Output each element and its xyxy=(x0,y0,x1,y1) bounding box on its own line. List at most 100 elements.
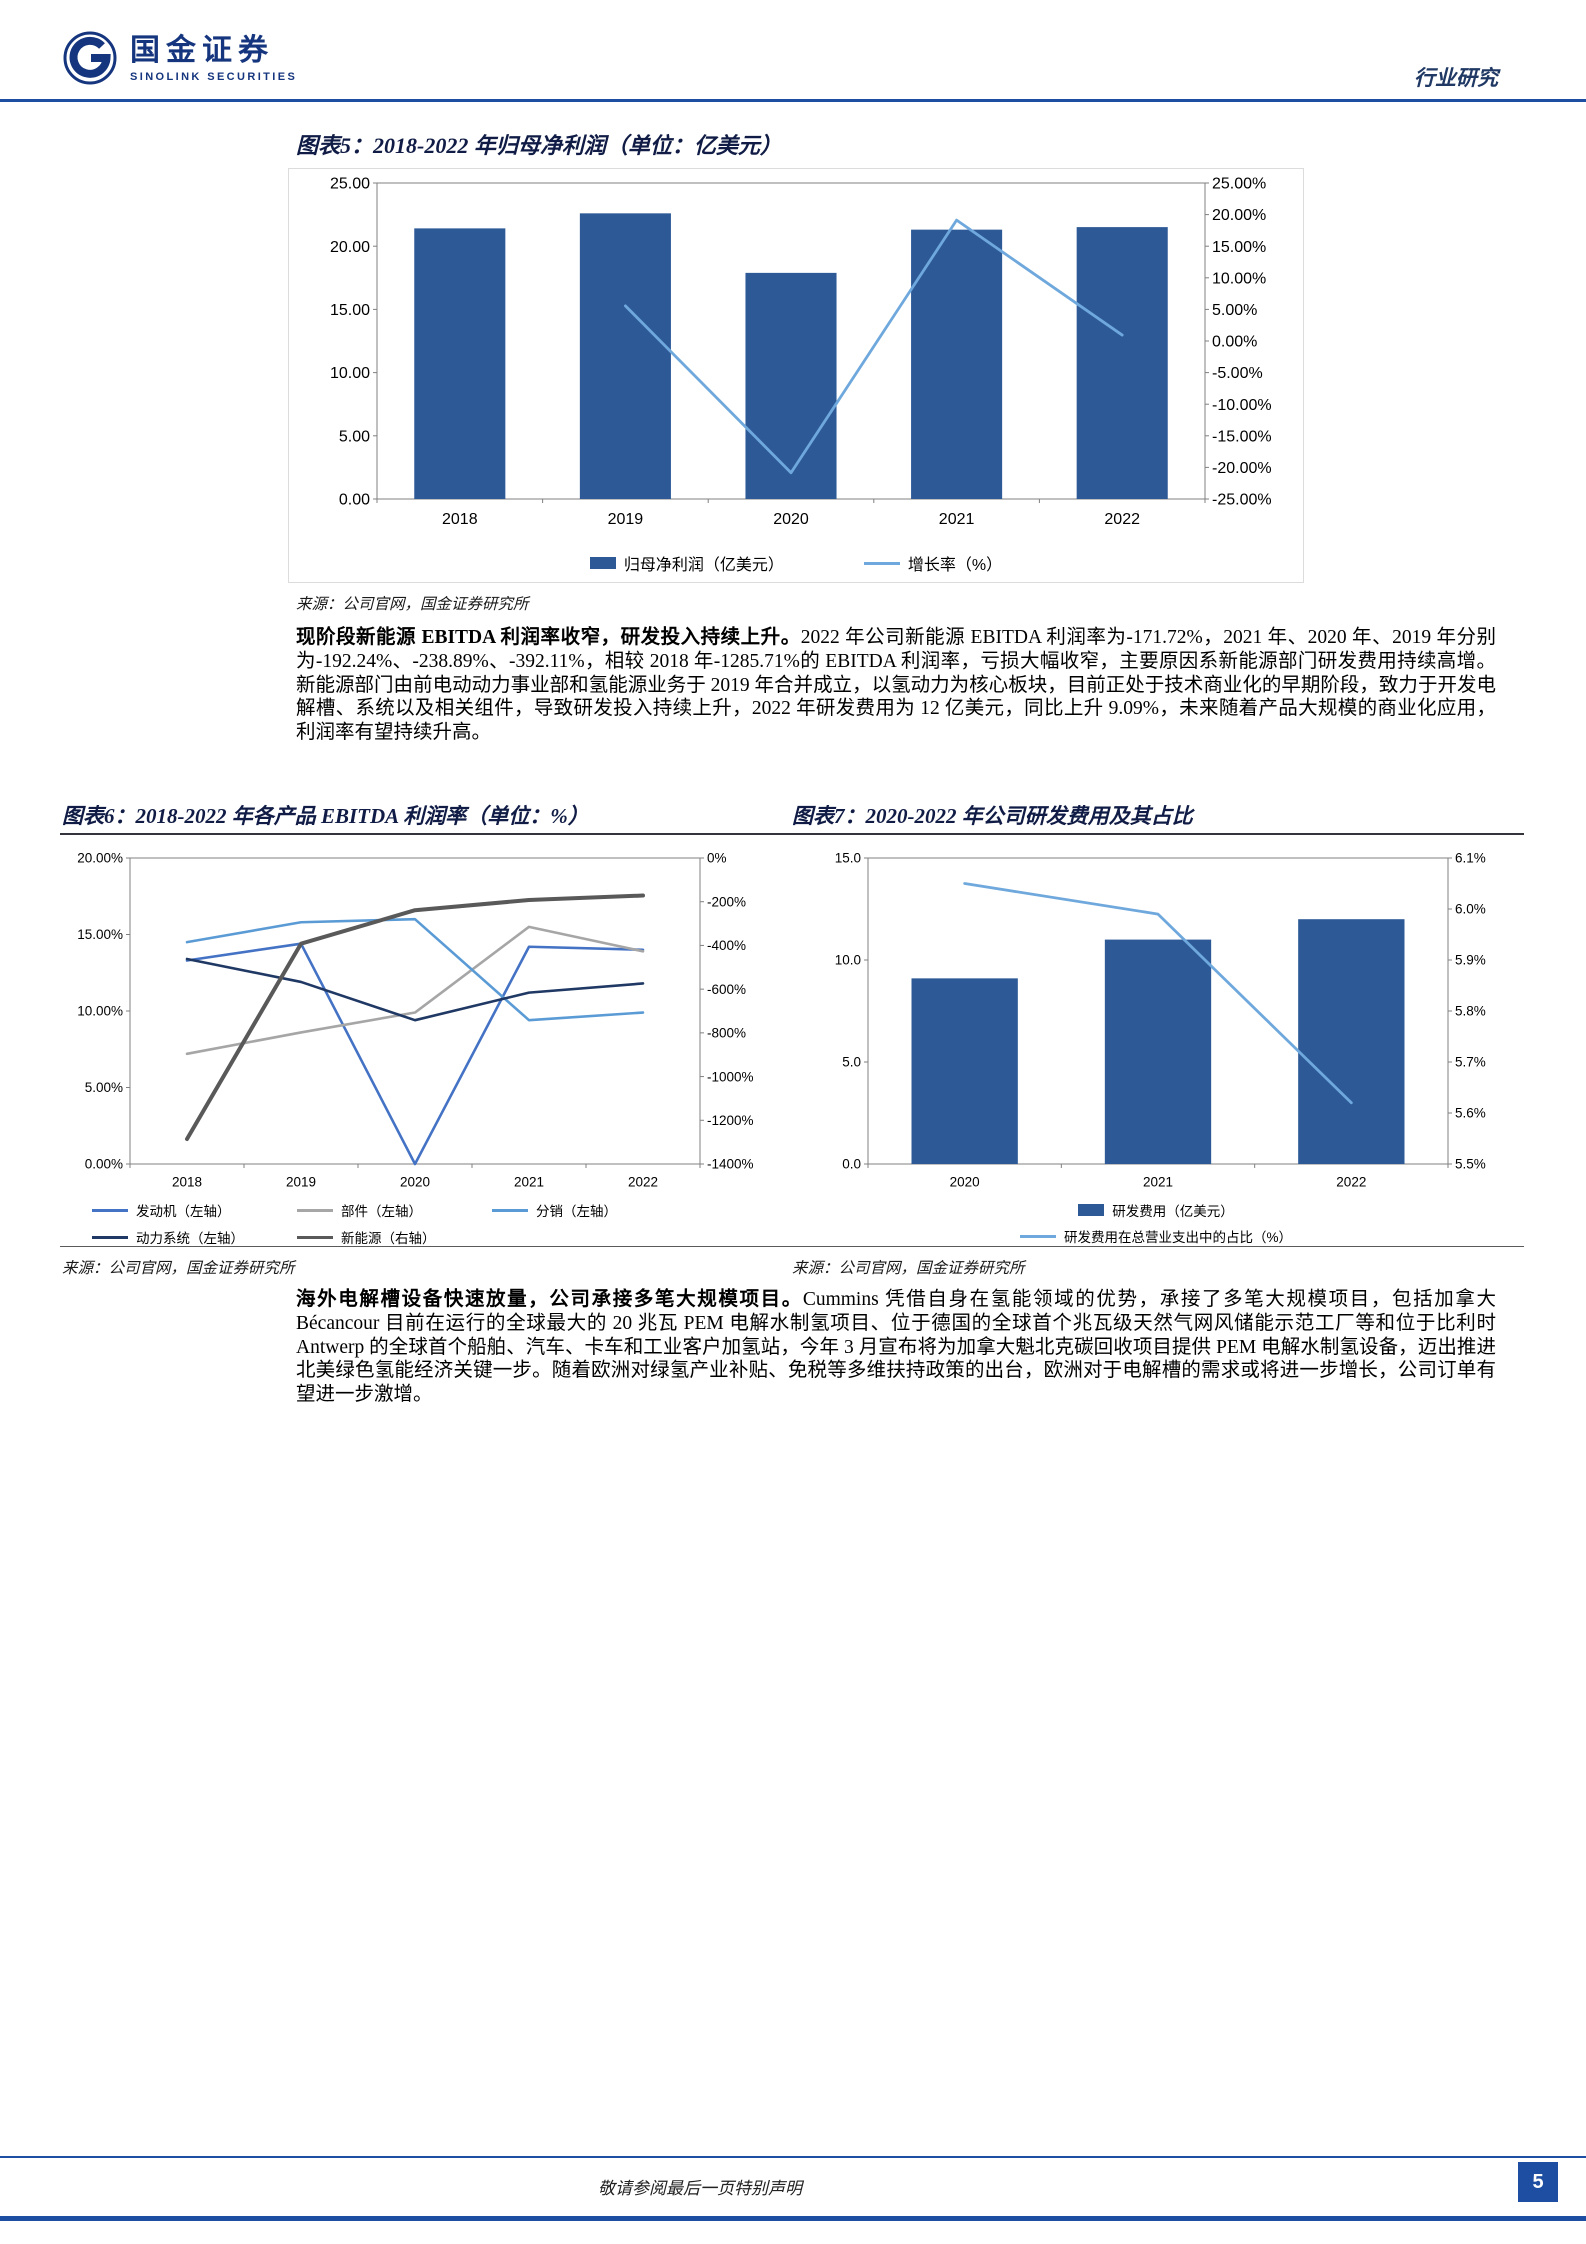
svg-text:10.00: 10.00 xyxy=(330,365,370,382)
line-swatch xyxy=(297,1208,333,1212)
svg-text:5.6%: 5.6% xyxy=(1455,1106,1486,1121)
svg-text:5.8%: 5.8% xyxy=(1455,1004,1486,1019)
svg-text:-800%: -800% xyxy=(707,1026,746,1041)
figure5-title: 图表5：2018-2022 年归母净利润（单位：亿美元） xyxy=(296,133,782,158)
rule-above-sources xyxy=(60,1246,1524,1247)
footer-bottom-rule xyxy=(0,2216,1586,2221)
paragraph-ebitda-margin: 现阶段新能源 EBITDA 利润率收窄，研发投入持续上升。2022 年公司新能源… xyxy=(296,626,1496,745)
paragraph-electrolyzer: 海外电解槽设备快速放量，公司承接多笔大规模项目。Cummins 凭借自身在氢能领… xyxy=(296,1288,1496,1407)
figure7-source: 来源：公司官网，国金证券研究所 xyxy=(792,1260,1025,1277)
svg-text:20.00%: 20.00% xyxy=(1212,207,1266,224)
svg-text:-5.00%: -5.00% xyxy=(1212,365,1263,382)
svg-text:2021: 2021 xyxy=(1143,1175,1173,1190)
svg-text:2020: 2020 xyxy=(773,511,809,528)
svg-text:2018: 2018 xyxy=(172,1175,202,1190)
svg-text:-20.00%: -20.00% xyxy=(1212,460,1272,477)
brand-text: 国金证券 SINOLINK SECURITIES xyxy=(130,34,297,83)
line-swatch xyxy=(1019,1234,1056,1238)
line-swatch xyxy=(92,1208,128,1212)
svg-text:-25.00%: -25.00% xyxy=(1212,492,1272,509)
figure5-chart-frame: 0.00 5.00 10.00 15.00 20.00 25.00 -25.00% -20.0… xyxy=(288,168,1304,583)
figure6-source: 来源：公司官网，国金证券研究所 xyxy=(62,1260,295,1277)
figure5-chart: 0.00 5.00 10.00 15.00 20.00 25.00 -25.00% -20.0… xyxy=(330,176,1272,528)
svg-text:2020: 2020 xyxy=(950,1175,980,1190)
brand-name-cn: 国金证券 xyxy=(130,33,274,67)
legend-item-growth-rate: 增长率（%） xyxy=(863,551,1003,575)
sinolink-logo-icon xyxy=(63,31,117,85)
legend-item-power-systems: 动力系统（左轴） xyxy=(92,1227,297,1247)
bar-swatch xyxy=(589,557,616,569)
rule-under-figure-titles xyxy=(60,833,1524,835)
legend-item-engine: 发动机（左轴） xyxy=(92,1200,297,1220)
svg-text:0.0: 0.0 xyxy=(842,1157,861,1172)
header-logo: 国金证券 SINOLINK SECURITIES xyxy=(62,30,297,86)
legend-label: 动力系统（左轴） xyxy=(136,1231,244,1246)
legend-item-rd-expense: 研发费用（亿美元） xyxy=(1078,1200,1234,1220)
figure6-chart: 0.00% 5.00% 10.00% 15.00% 20.00% -1400% -1200%… xyxy=(77,851,754,1190)
brand-name-en: SINOLINK SECURITIES xyxy=(130,70,298,83)
legend-label: 研发费用在总营业支出中的占比（%） xyxy=(1063,1230,1292,1245)
svg-text:-1400%: -1400% xyxy=(707,1157,754,1172)
svg-text:-1200%: -1200% xyxy=(707,1113,754,1128)
line-swatch xyxy=(863,561,900,565)
legend-label: 发动机（左轴） xyxy=(136,1204,231,1219)
svg-text:6.0%: 6.0% xyxy=(1455,902,1486,917)
svg-text:5.00: 5.00 xyxy=(339,428,370,445)
legend-item-distribution: 分销（左轴） xyxy=(492,1200,687,1220)
paragraph-lead: 现阶段新能源 EBITDA 利润率收窄，研发投入持续上升。 xyxy=(296,627,801,648)
legend-item-rd-ratio: 研发费用在总营业支出中的占比（%） xyxy=(1019,1226,1292,1246)
footer-rule xyxy=(0,2156,1586,2158)
header-rule xyxy=(0,99,1586,102)
svg-text:25.00: 25.00 xyxy=(330,176,370,193)
svg-text:15.00%: 15.00% xyxy=(77,927,123,942)
paragraph-body: 2022 年公司新能源 EBITDA 利润率为-171.72%，2021 年、2… xyxy=(296,627,1496,744)
svg-text:5.7%: 5.7% xyxy=(1455,1055,1486,1070)
bar-swatch xyxy=(1078,1204,1105,1216)
svg-text:15.0: 15.0 xyxy=(835,851,861,866)
svg-text:0%: 0% xyxy=(707,851,727,866)
page-number: 5 xyxy=(1518,2162,1558,2202)
svg-text:10.00%: 10.00% xyxy=(77,1004,123,1019)
svg-text:0.00%: 0.00% xyxy=(1212,334,1257,351)
svg-text:5.0: 5.0 xyxy=(842,1055,861,1070)
figure7-chart: 0.0 5.0 10.0 15.0 5.5% 5.6% 5.7% 5.8% 5.9% 6.0% 6.… xyxy=(835,851,1486,1190)
legend-label: 增长率（%） xyxy=(907,557,1003,574)
legend-label: 研发费用（亿美元） xyxy=(1112,1204,1234,1219)
legend-label: 新能源（右轴） xyxy=(341,1231,436,1246)
svg-text:5.00%: 5.00% xyxy=(85,1080,123,1095)
paragraph-lead: 海外电解槽设备快速放量，公司承接多笔大规模项目。 xyxy=(296,1289,803,1310)
svg-text:-15.00%: -15.00% xyxy=(1212,428,1272,445)
svg-text:2021: 2021 xyxy=(939,511,975,528)
svg-text:-10.00%: -10.00% xyxy=(1212,397,1272,414)
figure5-source: 来源：公司官网，国金证券研究所 xyxy=(296,596,529,613)
svg-text:2019: 2019 xyxy=(286,1175,316,1190)
svg-text:0.00: 0.00 xyxy=(339,492,370,509)
svg-text:10.0: 10.0 xyxy=(835,953,861,968)
legend-item-components: 部件（左轴） xyxy=(297,1200,492,1220)
svg-text:5.9%: 5.9% xyxy=(1455,953,1486,968)
line-swatch xyxy=(297,1235,333,1239)
svg-text:2018: 2018 xyxy=(442,511,478,528)
svg-text:2022: 2022 xyxy=(1336,1175,1366,1190)
paragraph-body: Cummins 凭借自身在氢能领域的优势，承接了多笔大规模项目，包括加拿大 Bé… xyxy=(296,1289,1496,1406)
svg-text:10.00%: 10.00% xyxy=(1212,270,1266,287)
footer-disclaimer: 敬请参阅最后一页特别声明 xyxy=(598,2179,802,2198)
legend-item-net-profit: 归母净利润（亿美元） xyxy=(589,551,784,575)
svg-text:15.00%: 15.00% xyxy=(1212,239,1266,256)
svg-text:15.00: 15.00 xyxy=(330,302,370,319)
svg-text:2022: 2022 xyxy=(1104,511,1140,528)
svg-text:20.00%: 20.00% xyxy=(77,851,123,866)
figure6-title: 图表6：2018-2022 年各产品 EBITDA 利润率（单位：%） xyxy=(62,804,589,828)
legend-item-new-energy: 新能源（右轴） xyxy=(297,1227,492,1247)
svg-text:-400%: -400% xyxy=(707,938,746,953)
svg-text:5.5%: 5.5% xyxy=(1455,1157,1486,1172)
svg-text:-1000%: -1000% xyxy=(707,1069,754,1084)
svg-text:2022: 2022 xyxy=(628,1175,658,1190)
svg-text:2020: 2020 xyxy=(400,1175,430,1190)
figure7-title: 图表7：2020-2022 年公司研发费用及其占比 xyxy=(792,804,1193,828)
line-swatch xyxy=(92,1235,128,1239)
figure7-legend: 研发费用（亿美元） 研发费用在总营业支出中的占比（%） xyxy=(788,1200,1524,1246)
svg-text:0.00%: 0.00% xyxy=(85,1157,123,1172)
svg-text:-600%: -600% xyxy=(707,982,746,997)
